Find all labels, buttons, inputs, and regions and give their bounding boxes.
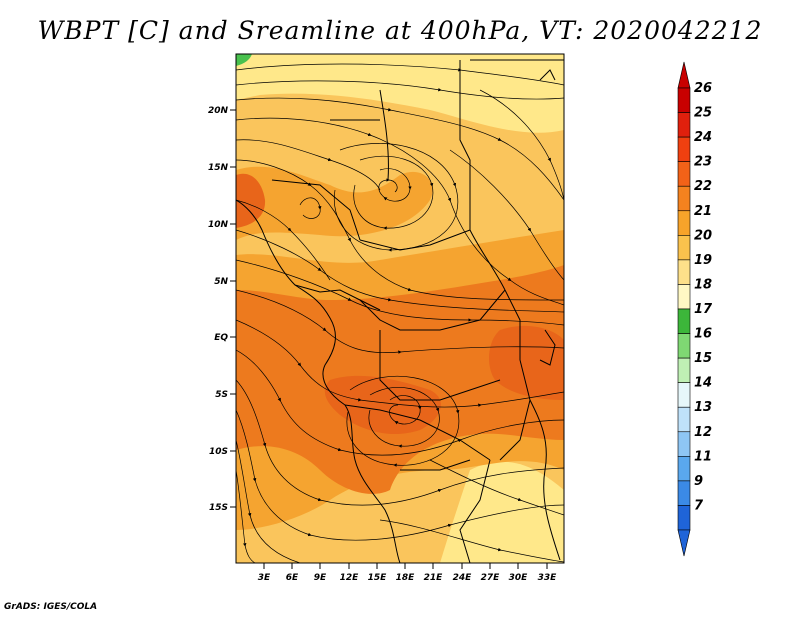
colorbar-cell [677, 357, 691, 383]
colorbar-bottom-arrow [677, 529, 691, 557]
lon-axis: 3E 6E 9E 12E 15E 18E 21E 24E 27E 30E 33E [258, 563, 557, 583]
colorbar-label: 9 [694, 474, 703, 489]
lon-label: 24E [453, 573, 473, 583]
lon-label: 27E [481, 573, 501, 583]
colorbar-label: 25 [694, 106, 712, 121]
colorbar-label: 20 [694, 228, 712, 243]
lat-axis: 20N 15N 10N 5N EQ 5S 10S 15S [208, 106, 236, 513]
colorbar-cell [677, 284, 691, 310]
colorbar-label: 18 [694, 277, 712, 292]
colorbar-cell [677, 185, 691, 212]
colorbar-cell [677, 505, 691, 531]
wbpt-field-23c [236, 173, 266, 228]
colorbar-cell [677, 333, 691, 359]
lon-label: 12E [340, 573, 360, 583]
colorbar-label: 26 [694, 81, 712, 96]
colorbar-cell [677, 308, 691, 334]
colorbar-cell [677, 136, 691, 162]
colorbar-label: 13 [694, 400, 712, 415]
wbpt-field-23b [488, 325, 564, 400]
colorbar-cell [677, 235, 691, 261]
lat-label: 5N [214, 277, 228, 287]
lon-label: 15E [368, 573, 388, 583]
lat-label: 15S [209, 503, 228, 513]
colorbar-label: 23 [694, 155, 712, 170]
colorbar-label: 19 [694, 253, 712, 268]
colorbar-cell [677, 431, 691, 457]
colorbar-label: 7 [694, 498, 704, 513]
colorbar-label: 15 [694, 351, 712, 366]
colorbar-label: 17 [694, 302, 713, 317]
colorbar-cell [677, 382, 691, 408]
colorbar-cell [677, 259, 691, 285]
credit-text: GrADS: IGES/COLA [4, 602, 98, 612]
lon-label: 6E [286, 573, 299, 583]
colorbar-cell [677, 210, 691, 236]
colorbar-cell [677, 112, 691, 138]
wbpt-field-17 [236, 54, 252, 66]
lat-label: EQ [214, 333, 228, 343]
colorbar-cell [677, 161, 691, 187]
lon-label: 33E [538, 573, 558, 583]
colorbar-label: 12 [694, 425, 712, 440]
colorbar-cell [677, 480, 691, 506]
colorbar-labels: 26 25 24 23 22 21 20 19 18 17 16 15 14 13 12 11 9 7 [694, 81, 713, 513]
colorbar-label: 22 [694, 179, 712, 194]
lon-label: 21E [424, 573, 444, 583]
map-frame [235, 53, 565, 564]
lon-label: 30E [509, 573, 529, 583]
wbpt-field-19b [440, 461, 564, 563]
colorbar-label: 24 [694, 130, 712, 145]
colorbar [677, 61, 691, 557]
lon-label: 3E [258, 573, 271, 583]
colorbar-cell [677, 456, 691, 482]
lat-label: 10N [208, 220, 229, 230]
lon-label: 18E [396, 573, 416, 583]
colorbar-label: 11 [694, 449, 712, 464]
colorbar-label: 21 [694, 204, 712, 219]
colorbar-cell [677, 406, 691, 433]
lat-label: 20N [208, 106, 229, 116]
colorbar-label: 16 [694, 327, 712, 342]
chart-title: WBPT [C] and Sreamline at 400hPa, VT: 20… [37, 16, 763, 45]
lat-label: 10S [209, 447, 228, 457]
lat-label: 5S [215, 390, 228, 400]
lat-label: 15N [208, 163, 229, 173]
streamlines [236, 63, 564, 563]
colorbar-top-arrow [677, 61, 691, 89]
colorbar-cell [677, 87, 691, 113]
country-borders [236, 59, 564, 563]
lon-label: 9E [314, 573, 327, 583]
colorbar-label: 14 [694, 376, 712, 391]
